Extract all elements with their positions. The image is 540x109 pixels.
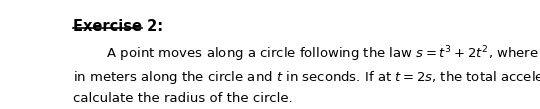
Text: calculate the radius of the circle.: calculate the radius of the circle. (73, 92, 293, 105)
Text: A point moves along a circle following the law $s = t^3 + 2t^2$, where the curvi: A point moves along a circle following t… (73, 44, 540, 64)
Text: Exercise 2:: Exercise 2: (73, 19, 163, 34)
Text: in meters along the circle and $t$ in seconds. If at $t = 2s$, the total acceler: in meters along the circle and $t$ in se… (73, 68, 540, 88)
